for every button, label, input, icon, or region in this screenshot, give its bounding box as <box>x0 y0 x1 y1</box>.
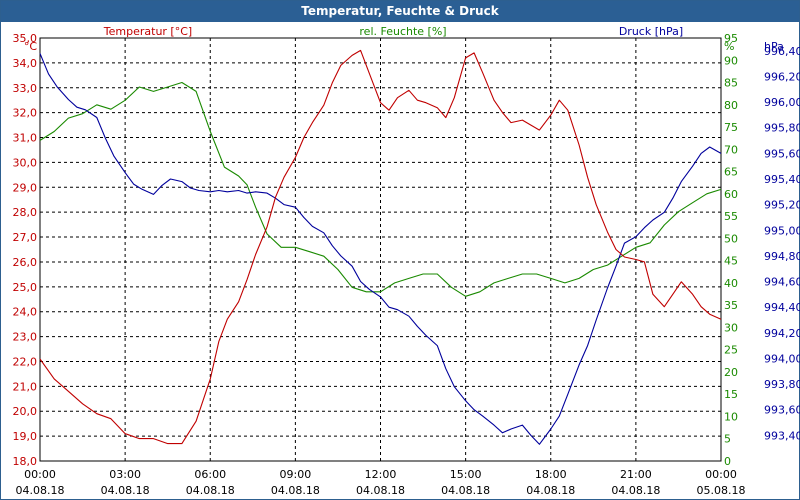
humidity-tick-label: 40 <box>724 277 738 290</box>
temp-tick-label: 20,0 <box>13 405 38 418</box>
temperature-line <box>39 49 722 445</box>
temp-tick-label: 25,0 <box>13 281 38 294</box>
series-lines <box>39 49 722 445</box>
temp-tick-label: 21,0 <box>13 380 38 393</box>
window-title: Temperatur, Feuchte & Druck <box>1 1 799 22</box>
temp-tick-label: 19,0 <box>13 430 38 443</box>
pressure-tick-label: 993,80 <box>764 378 800 391</box>
legend-temperature: Temperatur [°C] <box>103 25 192 38</box>
pressure-tick-label: 993,40 <box>764 429 800 442</box>
humidity-tick-label: 15 <box>724 388 738 401</box>
date-tick-label: 04.08.18 <box>441 484 490 497</box>
humidity-tick-label: 45 <box>724 255 738 268</box>
grid-lines <box>40 38 721 461</box>
pressure-tick-label: 994,40 <box>764 301 800 314</box>
temp-tick-label: 31,0 <box>13 132 38 145</box>
time-tick-label: 00:00 <box>24 468 56 481</box>
legend-pressure: Druck [hPa] <box>619 25 683 38</box>
humidity-tick-label: 10 <box>724 410 738 423</box>
date-tick-label: 04.08.18 <box>526 484 575 497</box>
humidity-tick-label: 80 <box>724 99 738 112</box>
date-tick-label: 04.08.18 <box>271 484 320 497</box>
temp-unit-label: °C <box>24 40 38 53</box>
temp-tick-label: 22,0 <box>13 355 38 368</box>
humidity-tick-label: 95 <box>724 32 738 45</box>
pressure-tick-label: 994,20 <box>764 327 800 340</box>
temp-tick-label: 34,0 <box>13 57 38 70</box>
humidity-tick-label: 85 <box>724 77 738 90</box>
temp-tick-label: 35,0 <box>13 32 38 45</box>
hum-unit-label: % <box>724 40 734 53</box>
pressure-tick-label: 995,60 <box>764 147 800 160</box>
time-tick-label: 03:00 <box>109 468 141 481</box>
humidity-tick-label: 70 <box>724 143 738 156</box>
humidity-tick-label: 30 <box>724 321 738 334</box>
temp-tick-label: 18,0 <box>13 455 38 468</box>
temp-tick-label: 30,0 <box>13 156 38 169</box>
date-tick-label: 04.08.18 <box>356 484 405 497</box>
date-tick-label: 05.08.18 <box>697 484 746 497</box>
humidity-tick-label: 5 <box>724 433 731 446</box>
pressure-tick-label: 996,00 <box>764 96 800 109</box>
time-tick-label: 21:00 <box>620 468 652 481</box>
date-tick-label: 04.08.18 <box>101 484 150 497</box>
temp-tick-label: 29,0 <box>13 181 38 194</box>
pressure-tick-label: 994,60 <box>764 276 800 289</box>
press-unit-label: hPa <box>764 40 784 53</box>
humidity-axis: 0 5 10 15 20 25 30 35 40 45 50 55 60 65 70 75 80 85 90 95 <box>724 32 738 468</box>
humidity-tick-label: 55 <box>724 210 738 223</box>
time-tick-label: 06:00 <box>194 468 226 481</box>
time-axis: 00:00 04.08.18 03:00 04.08.18 06:00 04.08.18 0… <box>16 468 746 497</box>
pressure-tick-label: 993,60 <box>764 404 800 417</box>
temperature-axis: 18,0 19,0 20,0 21,0 22,0 23,0 24,0 25,0 26,0 27,0… <box>13 32 38 468</box>
humidity-tick-label: 35 <box>724 299 738 312</box>
humidity-tick-label: 60 <box>724 188 738 201</box>
pressure-line <box>39 53 722 445</box>
temp-tick-label: 33,0 <box>13 82 38 95</box>
plot-area <box>39 37 722 462</box>
legend-humidity: rel. Feuchte [%] <box>359 25 446 38</box>
temp-tick-label: 26,0 <box>13 256 38 269</box>
humidity-tick-label: 20 <box>724 366 738 379</box>
temp-tick-label: 24,0 <box>13 306 38 319</box>
pressure-tick-label: 994,00 <box>764 352 800 365</box>
pressure-tick-label: 996,40 <box>764 45 800 58</box>
humidity-tick-label: 0 <box>724 455 731 468</box>
pressure-tick-label: 994,80 <box>764 250 800 263</box>
humidity-tick-label: 50 <box>724 232 738 245</box>
pressure-axis: 993,40 993,60 993,80 994,00 994,20 994,40 994,… <box>764 45 800 443</box>
time-tick-label: 18:00 <box>535 468 567 481</box>
pressure-tick-label: 995,20 <box>764 199 800 212</box>
pressure-tick-label: 995,00 <box>764 224 800 237</box>
temp-tick-label: 32,0 <box>13 107 38 120</box>
humidity-tick-label: 65 <box>724 166 738 179</box>
date-tick-label: 04.08.18 <box>186 484 235 497</box>
temp-tick-label: 23,0 <box>13 331 38 344</box>
time-tick-label: 15:00 <box>450 468 482 481</box>
time-tick-label: 12:00 <box>365 468 397 481</box>
temp-tick-label: 27,0 <box>13 231 38 244</box>
pressure-tick-label: 996,20 <box>764 70 800 83</box>
temp-tick-label: 28,0 <box>13 206 38 219</box>
humidity-tick-label: 90 <box>724 54 738 67</box>
date-tick-label: 04.08.18 <box>611 484 660 497</box>
pressure-tick-label: 995,80 <box>764 122 800 135</box>
time-tick-label: 09:00 <box>280 468 312 481</box>
humidity-tick-label: 25 <box>724 344 738 357</box>
time-tick-label: 00:00 <box>705 468 737 481</box>
date-tick-label: 04.08.18 <box>16 484 65 497</box>
pressure-tick-label: 995,40 <box>764 173 800 186</box>
humidity-tick-label: 75 <box>724 121 738 134</box>
